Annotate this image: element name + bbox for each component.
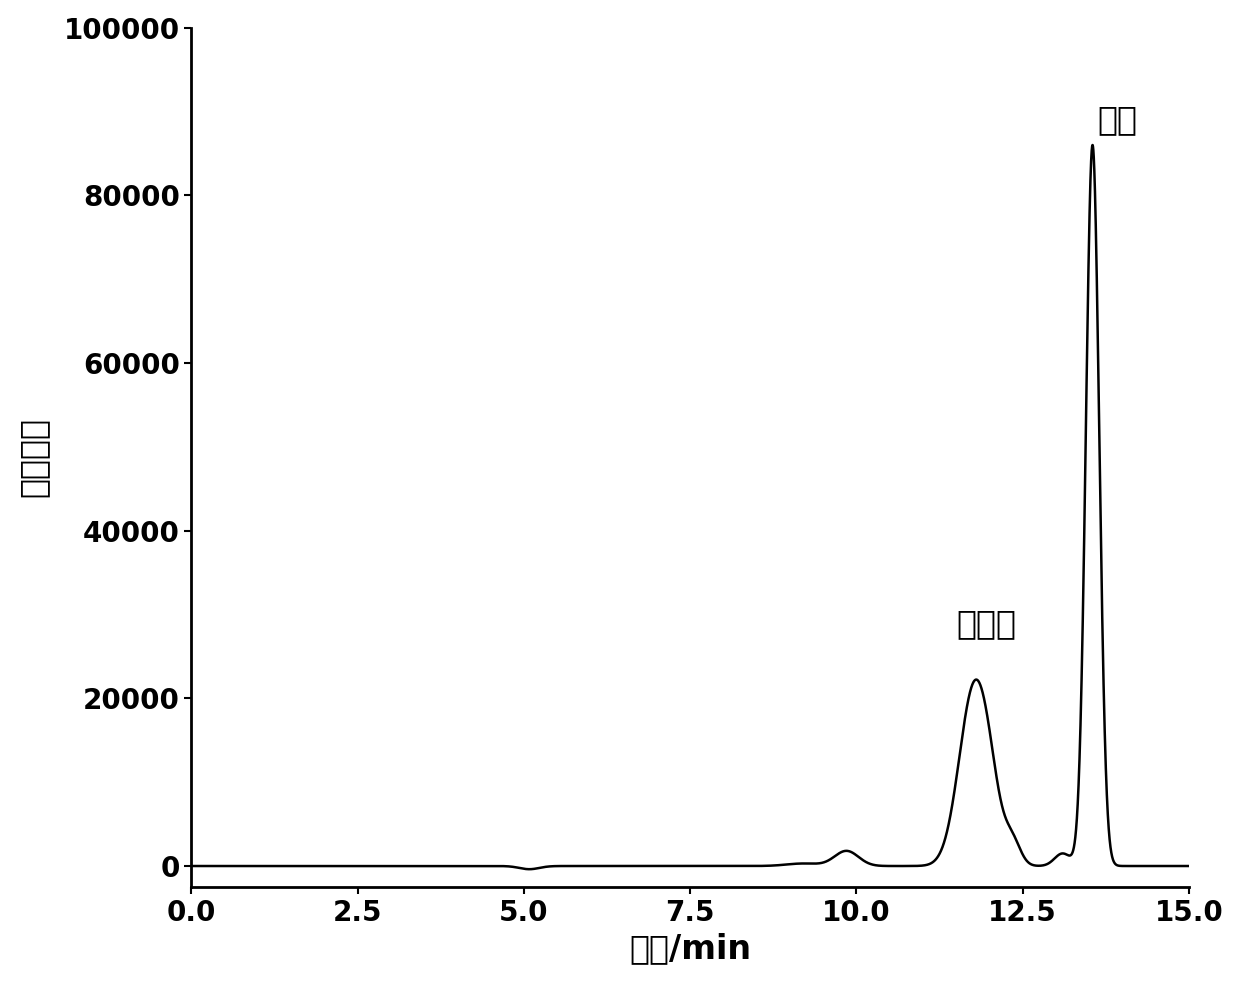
Text: 甲醇: 甲醇 bbox=[1097, 104, 1137, 136]
Y-axis label: 信号强度: 信号强度 bbox=[16, 417, 50, 497]
Text: 乙二醇: 乙二醇 bbox=[956, 607, 1017, 639]
X-axis label: 时间/min: 时间/min bbox=[629, 932, 751, 965]
